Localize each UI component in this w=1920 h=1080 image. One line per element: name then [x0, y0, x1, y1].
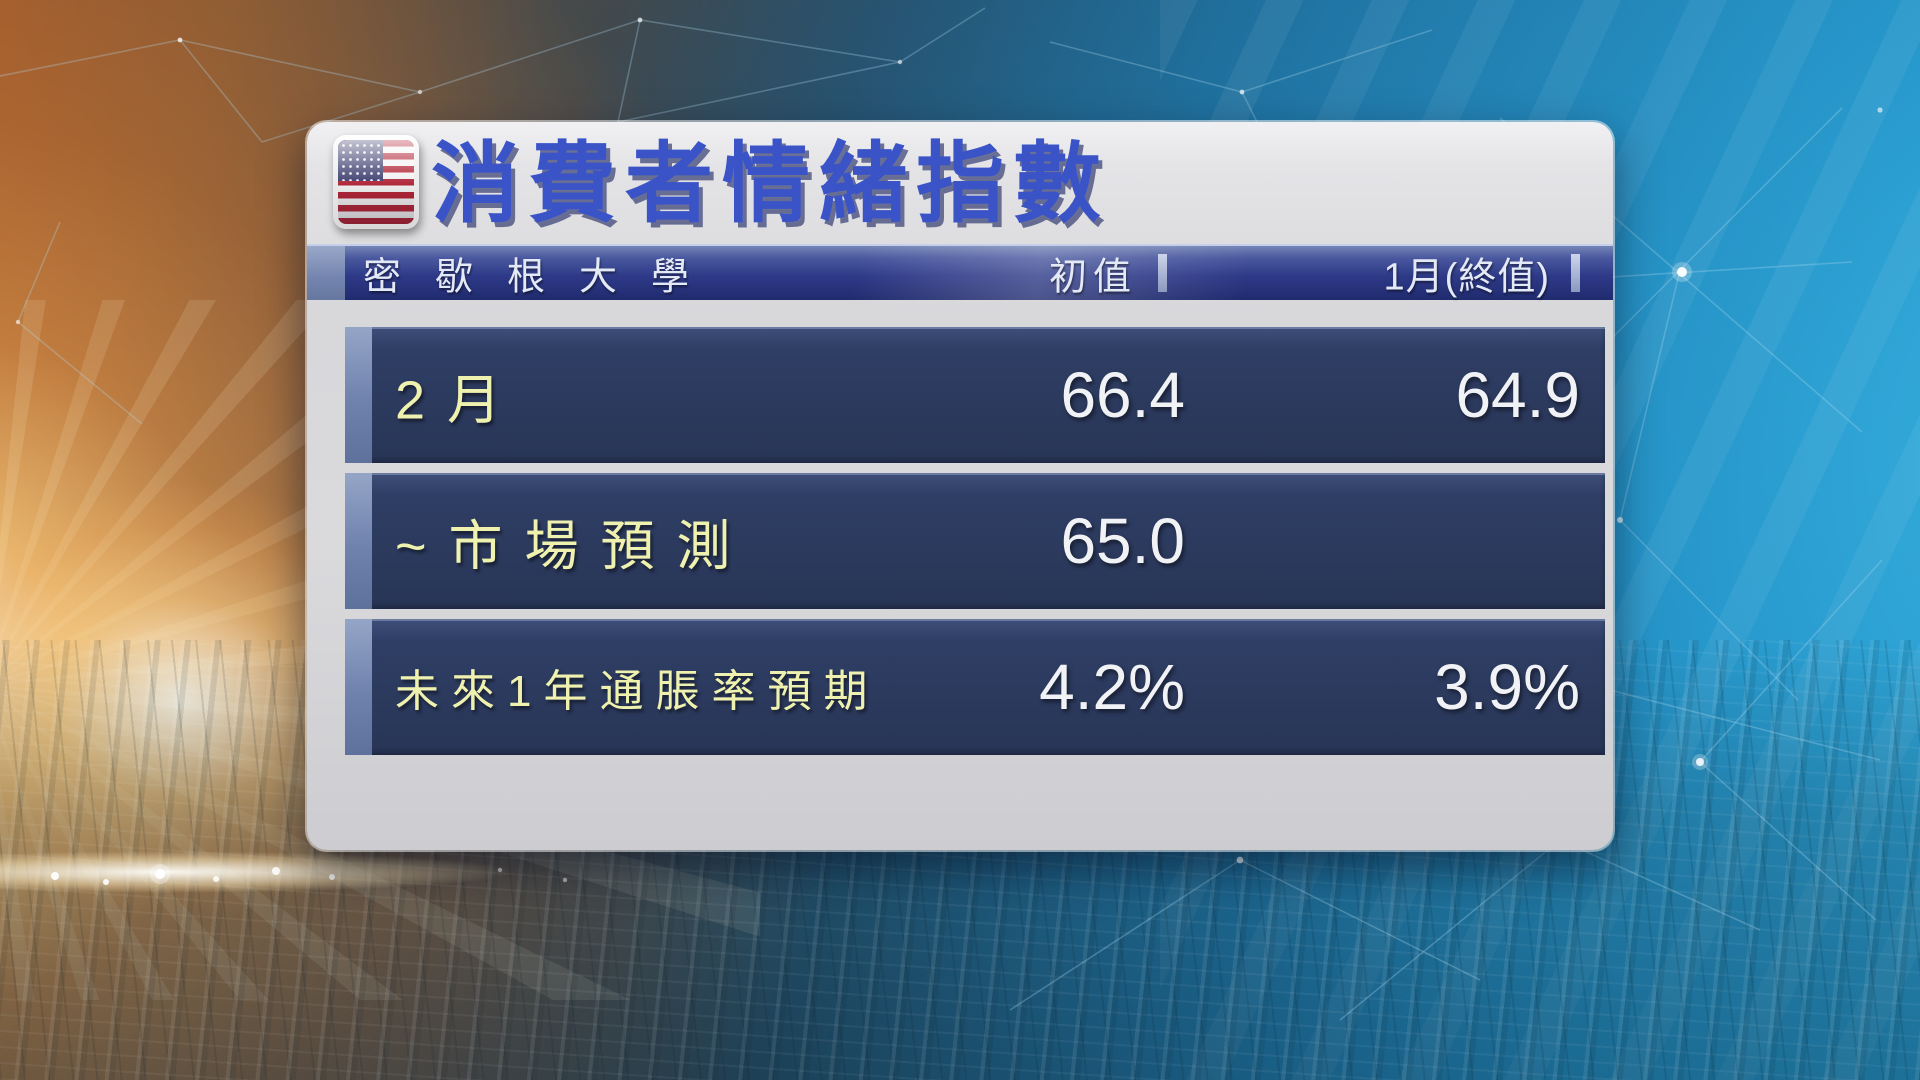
header-accent-square — [307, 246, 345, 300]
column-header-final: 1月(終值) — [1383, 256, 1550, 299]
row-value-final: 64.9 — [1455, 359, 1580, 431]
us-flag-gloss — [338, 140, 414, 224]
row-accent-bar — [345, 473, 372, 609]
data-panel: 消費者情緒指數 密歇根大學 初值 1月(終值) 2月 66.4 64.9 ~市場… — [307, 122, 1613, 850]
row-value-initial: 4.2% — [1039, 651, 1185, 723]
column-divider-tick — [1571, 254, 1580, 292]
page-title: 消費者情緒指數 — [431, 134, 1111, 233]
row-label: 2月 — [395, 370, 524, 431]
table-row: 2月 66.4 64.9 — [345, 327, 1605, 463]
column-divider-tick — [1158, 254, 1167, 292]
row-label: 未來1年通脹率預期 — [395, 667, 880, 716]
source-label: 密歇根大學 — [363, 256, 724, 299]
table-header-bar: 密歇根大學 初值 1月(終值) — [307, 244, 1613, 300]
row-value-initial: 65.0 — [1060, 505, 1185, 577]
row-label: ~市場預測 — [395, 516, 753, 577]
table-row: 未來1年通脹率預期 4.2% 3.9% — [345, 619, 1605, 755]
table-body: 2月 66.4 64.9 ~市場預測 65.0 未來1年通脹率預期 4.2% 3… — [345, 327, 1605, 765]
us-flag-stripes — [338, 140, 414, 224]
us-flag-icon — [333, 135, 419, 229]
table-row: ~市場預測 65.0 — [345, 473, 1605, 609]
column-header-initial: 初值 — [1048, 256, 1137, 299]
row-value-final: 3.9% — [1434, 651, 1580, 723]
row-accent-bar — [345, 619, 372, 755]
row-accent-bar — [345, 327, 372, 463]
row-value-initial: 66.4 — [1060, 359, 1185, 431]
